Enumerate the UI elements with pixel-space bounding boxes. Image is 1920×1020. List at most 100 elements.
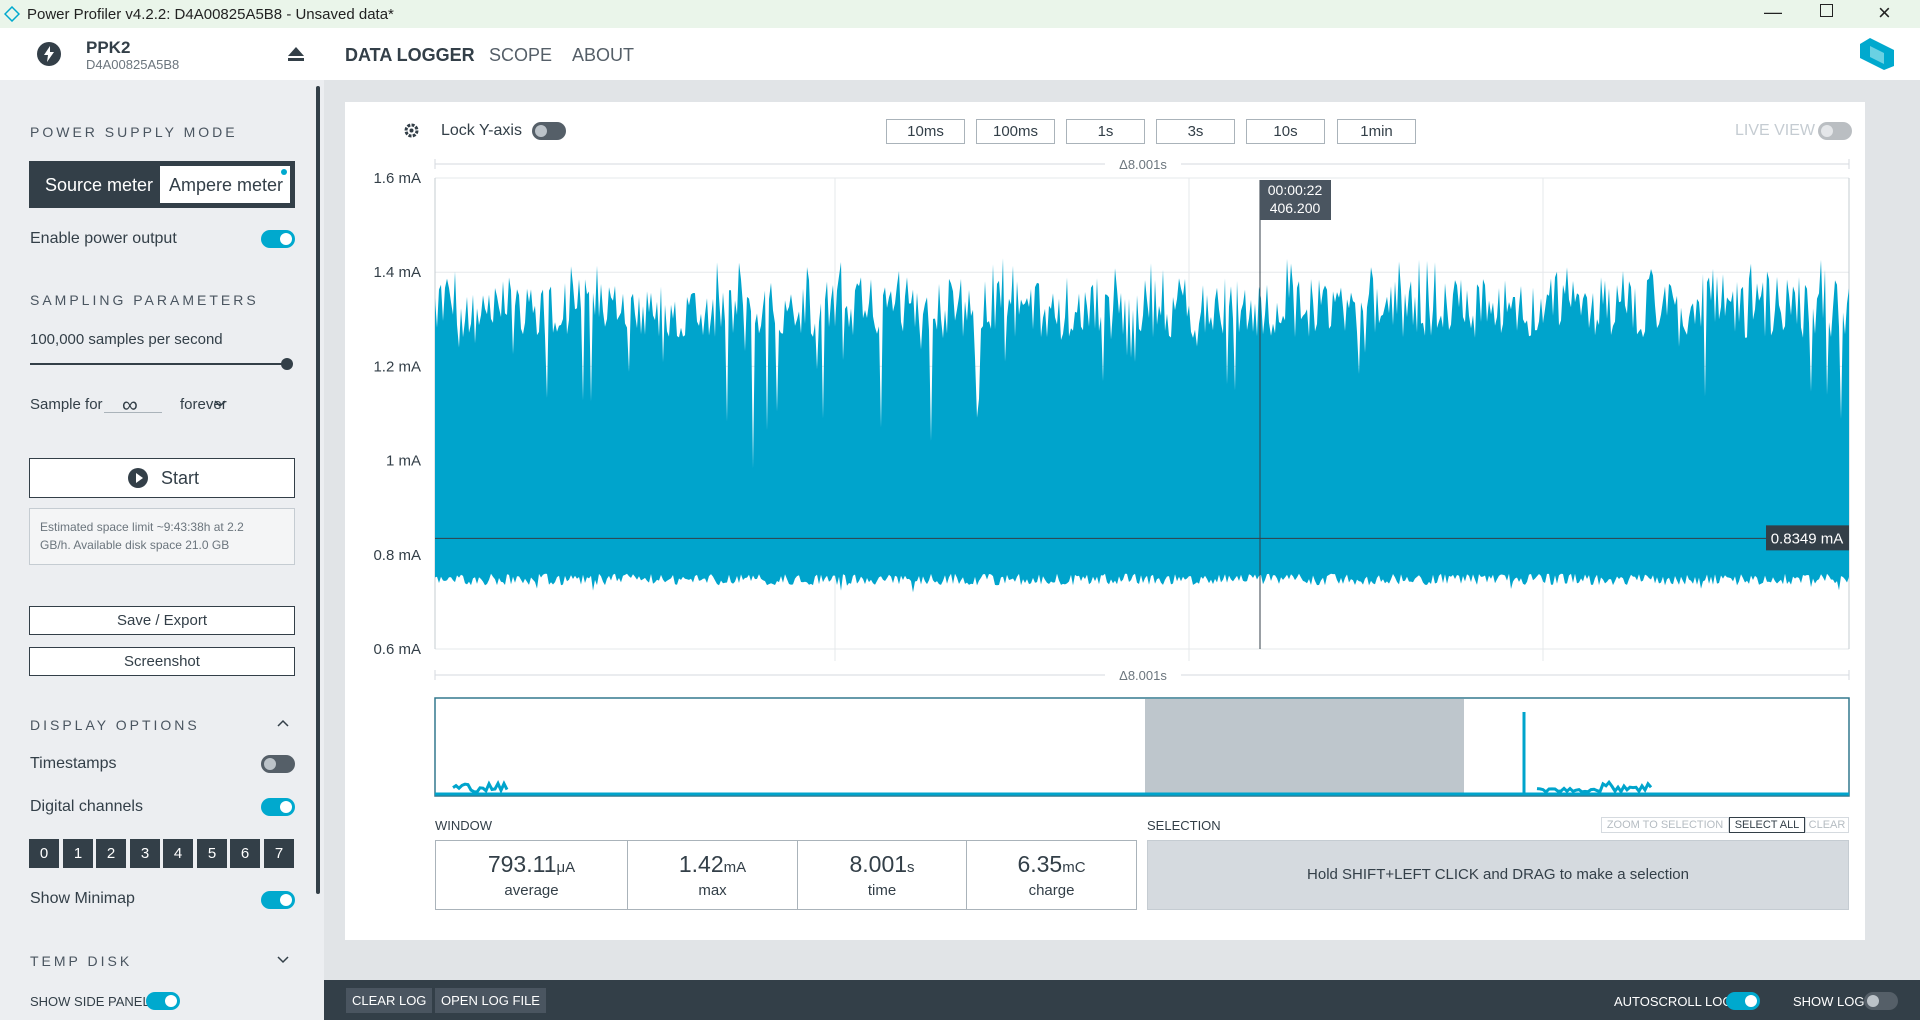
stat-number: 793.11 <box>487 851 557 877</box>
settings-icon[interactable] <box>403 122 420 139</box>
slider-thumb[interactable] <box>281 358 293 370</box>
time-window-button[interactable]: 100ms <box>976 119 1055 144</box>
y-tick-label: 1.2 mA <box>373 358 421 375</box>
stat-number: 8.001 <box>849 851 908 877</box>
y-tick-label: 1 mA <box>386 453 421 470</box>
save-export-button[interactable]: Save / Export <box>29 606 295 635</box>
label: Lock Y-axis <box>441 122 522 139</box>
duration-unit[interactable]: forever <box>180 396 227 413</box>
select-all-button[interactable]: SELECT ALL <box>1729 817 1805 833</box>
expand-arrow[interactable] <box>277 956 289 964</box>
start-label[interactable]: Start <box>161 468 200 488</box>
label: Digital channels <box>30 798 143 815</box>
y-tick-label: 0.8 mA <box>373 547 421 564</box>
time-window-button[interactable]: 3s <box>1156 119 1235 144</box>
toggle[interactable] <box>261 755 295 773</box>
toggle[interactable] <box>261 798 295 816</box>
section-heading: DISPLAY OPTIONS <box>30 717 200 733</box>
nav-tab[interactable]: ABOUT <box>572 45 635 65</box>
channel-button[interactable]: 1 <box>63 839 93 868</box>
toggle[interactable] <box>261 230 295 248</box>
nav-tab[interactable]: DATA LOGGER <box>345 45 475 65</box>
y-tick-label: 1.6 mA <box>373 170 421 187</box>
window-title: Power Profiler v4.2.2: D4A00825A5B8 - Un… <box>27 6 394 23</box>
span-label-bg <box>1105 667 1181 683</box>
minimap <box>434 697 1850 797</box>
cursor-time: 00:00:22 <box>1268 182 1323 198</box>
channel-button[interactable]: 4 <box>163 839 193 868</box>
open-log-button[interactable]: OPEN LOG FILE <box>435 988 546 1013</box>
level-label-bg <box>1766 525 1849 551</box>
stat-box: 6.35mC charge <box>966 840 1137 910</box>
clear-log-button[interactable]: CLEAR LOG <box>346 988 433 1013</box>
duration-input[interactable]: ∞ <box>122 392 138 417</box>
screenshot-button[interactable]: Screenshot <box>29 647 295 676</box>
stat-value: 1.42mA <box>628 851 797 878</box>
channel-button[interactable]: 2 <box>96 839 126 868</box>
stat-number: 1.42 <box>678 851 724 877</box>
collapse-arrow[interactable] <box>277 719 289 727</box>
sample-rate: 100,000 samples per second <box>30 331 223 348</box>
input-underline <box>104 412 162 413</box>
stat-unit: mC <box>1062 859 1086 876</box>
stat-value: 793.11μA <box>436 851 627 878</box>
cursor-tooltip <box>1260 180 1331 220</box>
section-heading: TEMP DISK <box>30 953 133 969</box>
label: Enable power output <box>30 230 177 247</box>
scrollbar[interactable] <box>316 86 320 894</box>
nav-tab[interactable]: SCOPE <box>489 45 553 65</box>
minimap-trace <box>452 779 509 795</box>
toggle[interactable] <box>1726 992 1760 1010</box>
restore[interactable] <box>1820 4 1833 17</box>
minimize[interactable]: — <box>1764 2 1782 22</box>
level-label: 0.8349 mA <box>1771 530 1844 547</box>
start-button[interactable] <box>29 458 295 498</box>
toggle[interactable] <box>1864 992 1898 1010</box>
channel-button[interactable]: 7 <box>264 839 294 868</box>
zoom-selection-button[interactable]: ZOOM TO SELECTION <box>1601 817 1729 833</box>
toggle[interactable] <box>146 992 180 1010</box>
y-tick-label: 1.4 mA <box>373 264 421 281</box>
close[interactable]: × <box>1878 0 1891 25</box>
mode-option-box[interactable] <box>160 166 290 203</box>
eject-button[interactable] <box>287 46 305 62</box>
channel-button[interactable]: 0 <box>29 839 59 868</box>
clear-selection-button[interactable]: CLEAR <box>1805 817 1849 833</box>
channel-button[interactable]: 5 <box>197 839 227 868</box>
device-name: PPK2 <box>86 38 131 57</box>
slider-track <box>30 363 288 365</box>
info-box <box>29 508 295 565</box>
toggle[interactable] <box>261 891 295 909</box>
channel-button[interactable]: 3 <box>130 839 160 868</box>
stat-value: 8.001s <box>798 851 966 878</box>
label: Sample for <box>30 396 103 413</box>
mode-option[interactable]: Ampere meter <box>169 175 284 195</box>
span-label-bg <box>1105 156 1181 172</box>
stat-label: charge <box>1028 882 1075 899</box>
header <box>0 28 1920 80</box>
span-label: Δ8.001s <box>1119 157 1167 172</box>
dropdown-arrow[interactable] <box>214 400 226 408</box>
label: LIVE VIEW <box>1735 122 1816 139</box>
selection-hint: Hold SHIFT+LEFT CLICK and DRAG to make a… <box>1147 840 1849 910</box>
time-window-button[interactable]: 10s <box>1246 119 1325 144</box>
time-window-button[interactable]: 1s <box>1066 119 1145 144</box>
toggle[interactable] <box>532 122 566 140</box>
minimap-trace <box>1536 779 1653 795</box>
minimap-window <box>1145 699 1464 795</box>
app-icon <box>4 6 20 22</box>
y-tick-label: 0.6 mA <box>373 641 421 658</box>
mode-indicator <box>281 169 287 175</box>
time-window-button[interactable]: 10ms <box>886 119 965 144</box>
space-estimate: Estimated space limit ~9:43:38h at 2.2 G… <box>40 520 244 552</box>
stat-box: 793.11μA average <box>435 840 628 910</box>
nordic-logo <box>1860 38 1894 70</box>
label: SHOW SIDE PANEL <box>30 994 150 1009</box>
mode-option[interactable]: Source meter <box>45 175 154 195</box>
stat-unit: s <box>907 859 915 876</box>
channel-button[interactable]: 6 <box>230 839 260 868</box>
play-icon <box>128 468 148 488</box>
time-window-button[interactable]: 1min <box>1337 119 1416 144</box>
span-label: Δ8.001s <box>1119 668 1167 683</box>
